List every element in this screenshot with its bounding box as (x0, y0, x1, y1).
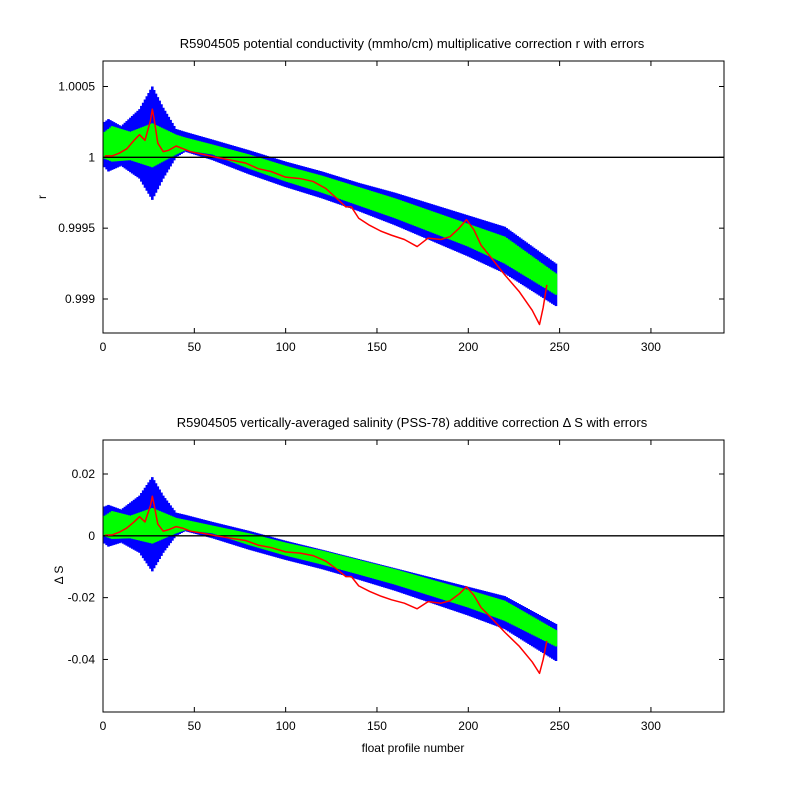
x-tick-label: 50 (188, 340, 202, 354)
y-tick-label: 1.0005 (58, 80, 95, 94)
y-tick-label: 0.9995 (58, 221, 95, 235)
y-tick-label: -0.04 (68, 652, 96, 666)
x-tick-label: 0 (100, 340, 107, 354)
x-tick-label: 250 (550, 719, 570, 733)
x-tick-label: 100 (276, 719, 296, 733)
axes-frame (102, 439, 725, 713)
chart-salinity-correction: R5904505 vertically-averaged salinity (P… (52, 415, 725, 755)
y-tick-label: 0 (88, 529, 95, 543)
y-tick-label: 1 (88, 150, 95, 164)
y-tick-label: 0.999 (65, 292, 95, 306)
y-tick-label: 0.02 (72, 467, 96, 481)
x-tick-label: 0 (100, 719, 107, 733)
y-axis-label: r (35, 195, 49, 199)
axes-frame (102, 60, 725, 334)
plot-area: 0 50 100 150 200 250 300 -0.04 -0.02 0 0.02 (68, 439, 725, 733)
x-tick-label: 300 (641, 719, 661, 733)
y-tick-label: -0.02 (68, 591, 96, 605)
correction-line (104, 108, 548, 326)
x-tick-label: 100 (276, 340, 296, 354)
x-tick-label: 300 (641, 340, 661, 354)
x-tick-label: 150 (367, 719, 387, 733)
chart-conductivity-correction: R5904505 potential conductivity (mmho/cm… (35, 36, 725, 354)
y-axis-label: Δ S (52, 566, 66, 585)
x-tick-label: 50 (188, 719, 202, 733)
error-bar-inners (103, 508, 558, 647)
x-tick-label: 200 (458, 719, 478, 733)
x-tick-label: 250 (550, 340, 570, 354)
x-axis-label: float profile number (362, 741, 465, 755)
plot-area: 0 50 100 150 200 250 300 0.999 0.9995 1 1.0005 (58, 60, 725, 354)
x-tick-label: 200 (458, 340, 478, 354)
error-bar-inners (103, 123, 558, 295)
correction-line (104, 495, 548, 675)
chart-title: R5904505 vertically-averaged salinity (P… (177, 415, 648, 430)
x-tick-label: 150 (367, 340, 387, 354)
chart-title: R5904505 potential conductivity (mmho/cm… (180, 36, 645, 51)
